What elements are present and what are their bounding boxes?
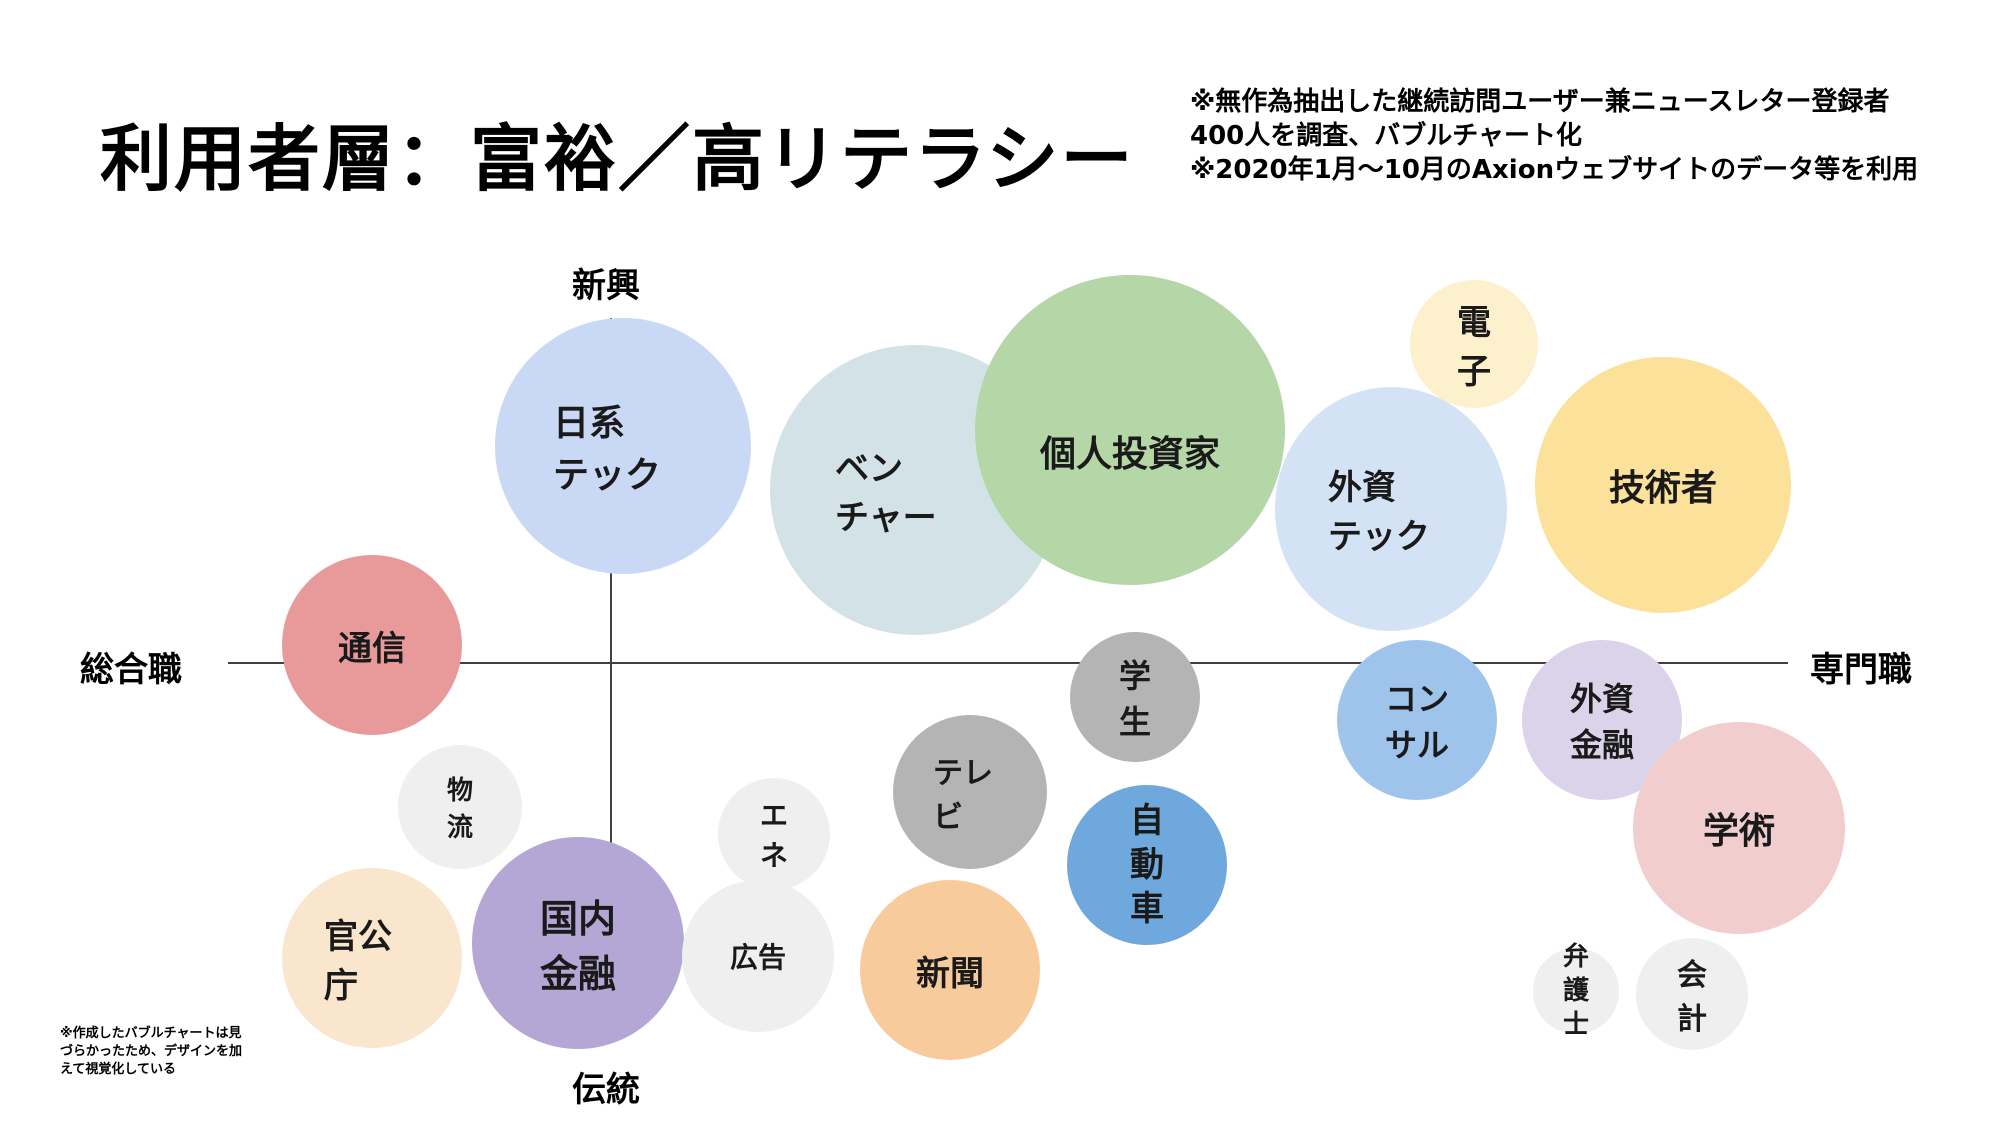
bubble-label: 弁 護 士 <box>1562 942 1589 1040</box>
bubble-label: 個人投資家 <box>1039 434 1220 475</box>
bubble-label: 物 流 <box>446 776 473 843</box>
bubble-automotive: 自 動 車 <box>1067 785 1227 945</box>
bubble-lawyer: 弁 護 士 <box>1533 942 1619 1040</box>
bubble-label: コン サル <box>1384 680 1449 764</box>
survey-note-line: ※無作為抽出した継続訪問ユーザー兼ニュースレター登録者 <box>1190 87 1890 117</box>
page-title: 利用者層：富裕／高リテラシー <box>100 117 1135 201</box>
bubble-label: 官公 庁 <box>324 917 392 1006</box>
bubble-label: 自 動 車 <box>1130 801 1164 929</box>
vertical-axis <box>610 318 612 848</box>
bubble-nikkei-tech: 日系 テック <box>495 318 751 574</box>
bubble-electronics: 電 子 <box>1410 280 1538 408</box>
bubble-engineer: 技術者 <box>1535 357 1791 613</box>
bubble-energy: エ ネ <box>718 778 830 890</box>
bubble-tv: テレ ビ <box>893 715 1047 869</box>
bubble-telecom: 通信 <box>282 555 462 735</box>
bubble-label: 新聞 <box>916 953 984 994</box>
bubble-accounting: 会 計 <box>1636 938 1748 1050</box>
bubble-label: 学 生 <box>1118 657 1151 741</box>
bubble-newspaper: 新聞 <box>860 880 1040 1060</box>
bubble-label: 外資 金融 <box>1569 680 1634 764</box>
bubble-label: 会 計 <box>1677 958 1707 1037</box>
bubble-label: 広告 <box>729 941 786 974</box>
bubble-foreign-tech: 外資 テック <box>1275 387 1507 631</box>
bubble-individual-investor: 個人投資家 <box>975 275 1285 585</box>
bubble-label: 電 子 <box>1457 303 1491 392</box>
survey-note-line: ※2020年1月～10月のAxionウェブサイトのデータ等を利用 <box>1190 155 1919 185</box>
bubble-logistics: 物 流 <box>398 745 522 869</box>
bubble-government: 官公 庁 <box>282 868 462 1048</box>
bubble-domestic-finance: 国内 金融 <box>472 837 684 1049</box>
bubble-advertising: 広告 <box>682 880 834 1032</box>
bubble-label: 日系 テック <box>553 403 662 496</box>
horizontal-axis <box>228 662 1788 664</box>
footnote: ※作成したバブルチャートは見づらかったため、デザインを加えて視覚化している <box>60 1026 243 1077</box>
bubble-label: 技術者 <box>1608 468 1717 509</box>
axis-label-top: 新興 <box>572 266 640 306</box>
bubble-label: エ ネ <box>759 799 788 872</box>
axis-label-bottom: 伝統 <box>572 1070 640 1110</box>
axis-label-left: 総合職 <box>80 650 182 690</box>
bubble-label: ベン チャー <box>835 449 937 538</box>
bubble-academic: 学術 <box>1633 722 1845 934</box>
bubble-student: 学 生 <box>1070 632 1200 762</box>
bubble-label: テレ ビ <box>933 756 993 835</box>
bubble-label: 通信 <box>338 628 406 669</box>
bubble-consulting: コン サル <box>1337 640 1497 800</box>
bubble-label: 学術 <box>1702 811 1775 852</box>
survey-note-line: 400人を調査、バブルチャート化 <box>1190 121 1583 151</box>
survey-note: ※無作為抽出した継続訪問ユーザー兼ニュースレター登録者 400人を調査、バブルチ… <box>1190 85 1918 187</box>
bubble-label: 国内 金融 <box>539 897 616 996</box>
bubble-label: 外資 テック <box>1328 468 1430 557</box>
axis-label-right: 専門職 <box>1810 650 1912 690</box>
